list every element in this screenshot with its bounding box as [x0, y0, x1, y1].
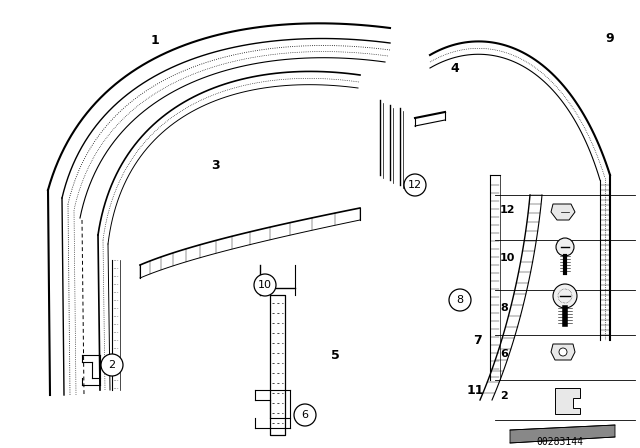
Text: 6: 6 — [500, 349, 508, 359]
Polygon shape — [555, 388, 580, 414]
Text: 12: 12 — [408, 180, 422, 190]
Text: 2: 2 — [108, 360, 116, 370]
Circle shape — [449, 289, 471, 311]
Text: 1: 1 — [150, 34, 159, 47]
Text: 7: 7 — [474, 333, 483, 346]
Text: 4: 4 — [451, 61, 460, 74]
Text: 12: 12 — [500, 205, 515, 215]
Polygon shape — [510, 425, 615, 443]
Text: 6: 6 — [301, 410, 308, 420]
Text: 8: 8 — [456, 295, 463, 305]
Circle shape — [294, 404, 316, 426]
Text: 10: 10 — [500, 253, 515, 263]
Circle shape — [556, 238, 574, 256]
Circle shape — [254, 274, 276, 296]
Text: 00283144: 00283144 — [536, 437, 584, 447]
Polygon shape — [551, 344, 575, 360]
Text: 2: 2 — [500, 391, 508, 401]
Circle shape — [101, 354, 123, 376]
Text: 10: 10 — [258, 280, 272, 290]
Circle shape — [559, 348, 567, 356]
Text: 11: 11 — [467, 383, 484, 396]
Text: 5: 5 — [331, 349, 339, 362]
Circle shape — [404, 174, 426, 196]
Polygon shape — [551, 204, 575, 220]
Circle shape — [553, 284, 577, 308]
Text: 8: 8 — [500, 303, 508, 313]
Text: 9: 9 — [605, 31, 614, 44]
Text: 3: 3 — [211, 159, 220, 172]
